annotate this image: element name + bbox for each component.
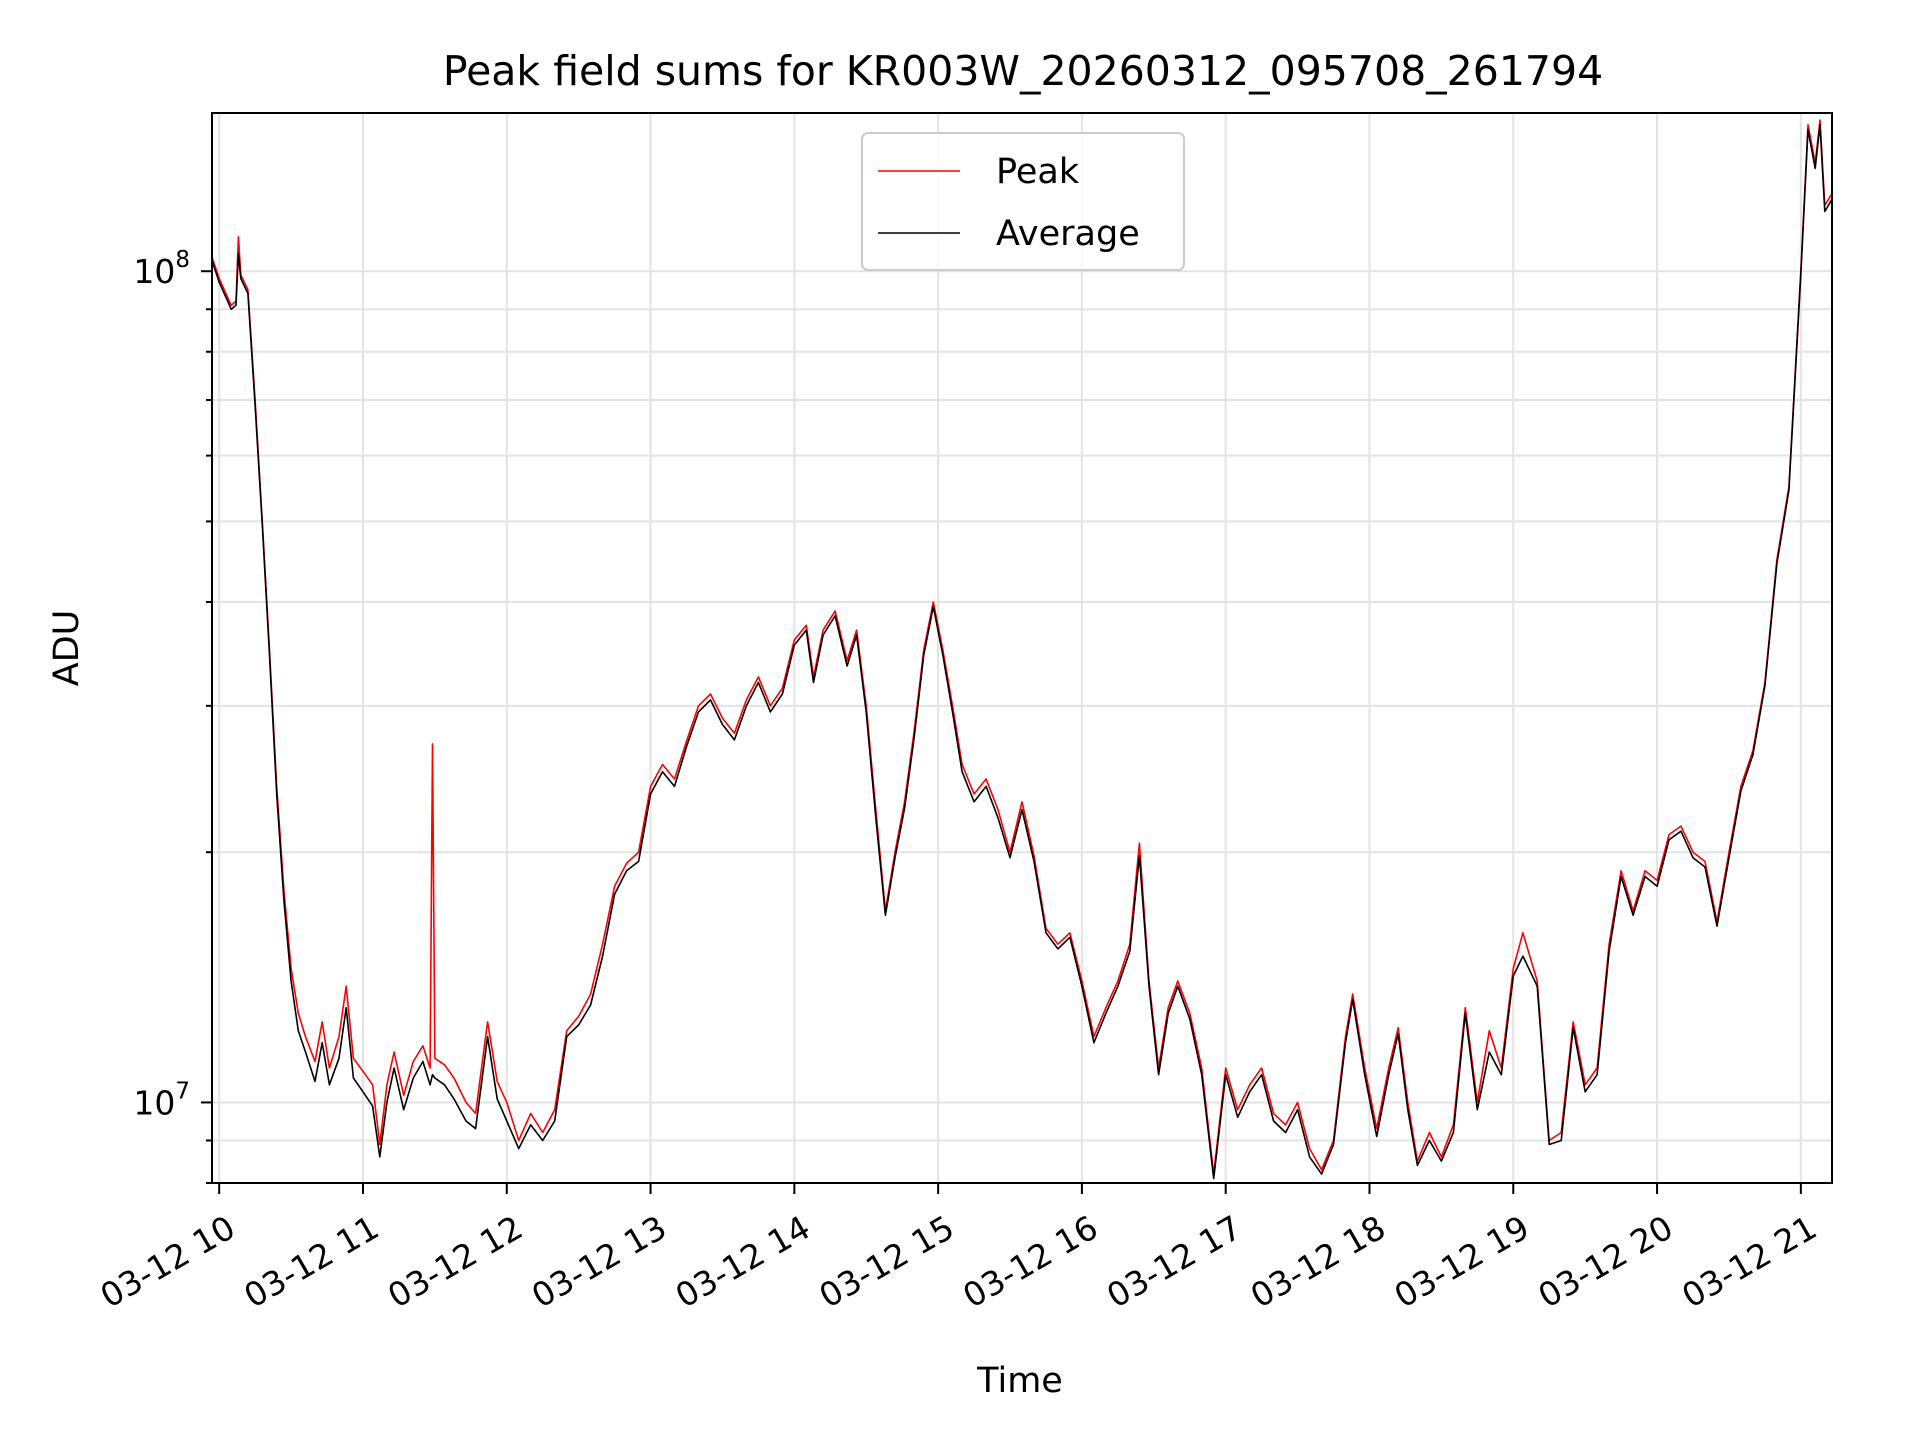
legend-box [861,132,1185,271]
y-axis: 107 108 [133,247,212,1184]
plot-lines [212,119,1832,1180]
legend: Peak Average [861,132,1185,271]
x-axis-label: Time [976,1361,1063,1401]
chart-title: Peak field sums for KR003W_20260312_0957… [443,47,1603,95]
plot-frame [211,112,1833,1184]
series-line-average [212,124,1832,1180]
y-axis-label: ADU [47,610,87,687]
y-tick-label: 108 [133,247,190,291]
legend-label-peak: Peak [996,152,1080,192]
legend-label-average: Average [996,214,1140,254]
grid [212,113,1832,1184]
y-tick-label: 107 [133,1078,190,1122]
